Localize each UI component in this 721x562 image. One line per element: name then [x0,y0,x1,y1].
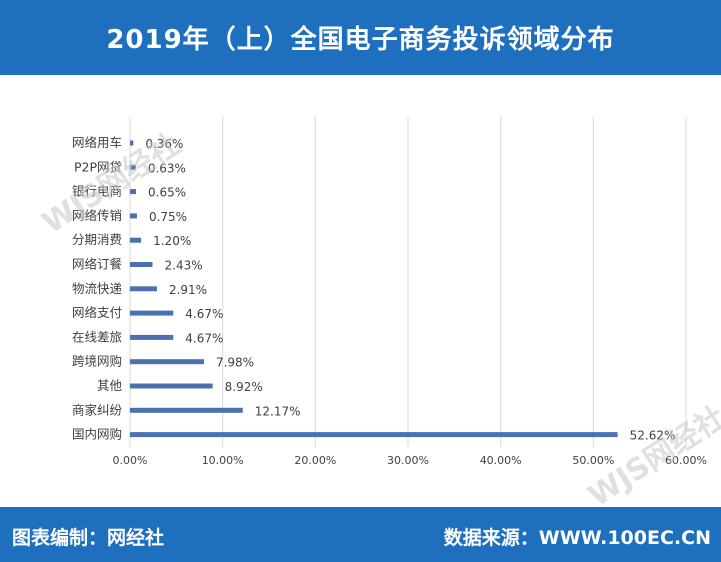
bar [130,407,243,413]
bar [130,164,136,170]
category-label: 分期消费 [72,232,122,247]
value-label: 4.67% [185,331,223,345]
bar [130,140,134,146]
category-label: 在线差旅 [72,329,122,344]
category-label: 网络订餐 [72,257,123,272]
value-label: 4.67% [185,307,223,321]
category-label: 网络用车 [72,135,122,150]
header-bar: 2019年（上）全国电子商务投诉领域分布 [0,0,721,75]
value-label: 12.17% [255,404,301,418]
bar [130,189,137,195]
x-tick-label: 60.00% [665,454,707,467]
x-tick-label: 40.00% [480,454,522,467]
category-label: 跨境网购 [72,354,122,369]
category-label: 银行电商 [72,184,122,199]
chart-area: 0.00% 10.00% 20.00% 30.00% 40.00% 50.00% 60.00… [0,75,721,505]
chart-title: 2019年（上）全国电子商务投诉领域分布 [106,25,615,55]
value-label: 2.43% [165,259,203,273]
x-tick-label: 20.00% [294,454,336,467]
category-label: 网络支付 [72,305,122,320]
value-label: 0.75% [149,210,187,224]
bar-chart: 0.00% 10.00% 20.00% 30.00% 40.00% 50.00% 60.00… [72,117,707,467]
value-label: 0.65% [148,186,186,200]
x-tick-label: 50.00% [572,454,614,467]
value-label: 0.36% [145,137,183,151]
bar [130,383,213,389]
bar [130,286,157,292]
x-tick-label: 0.00% [113,454,148,467]
x-tick-label: 30.00% [387,454,429,467]
footer-credit: 图表编制：网经社 [12,527,165,549]
bar [130,262,153,267]
footer-source: 数据来源：WWW.100EC.CN [443,527,711,549]
category-label: 国内网购 [72,427,122,442]
category-label: 商家纠纷 [72,402,123,417]
value-label: 52.62% [630,429,676,443]
bar [130,310,174,316]
category-label: 网络传销 [72,208,122,223]
category-label: 其他 [97,378,123,393]
value-label: 7.98% [216,356,254,370]
footer-bar: 图表编制：网经社 数据来源：WWW.100EC.CN [0,507,721,562]
value-label: 1.20% [153,234,191,248]
bar [130,432,618,438]
bar [130,334,174,340]
value-label: 8.92% [225,380,263,394]
value-label: 2.91% [169,283,207,297]
category-label: 物流快递 [72,281,123,296]
category-label: P2P网贷 [74,159,122,174]
bar [130,237,142,243]
value-label: 0.63% [148,161,186,175]
bar [130,359,204,365]
x-tick-label: 10.00% [202,454,244,467]
bar [130,213,137,219]
